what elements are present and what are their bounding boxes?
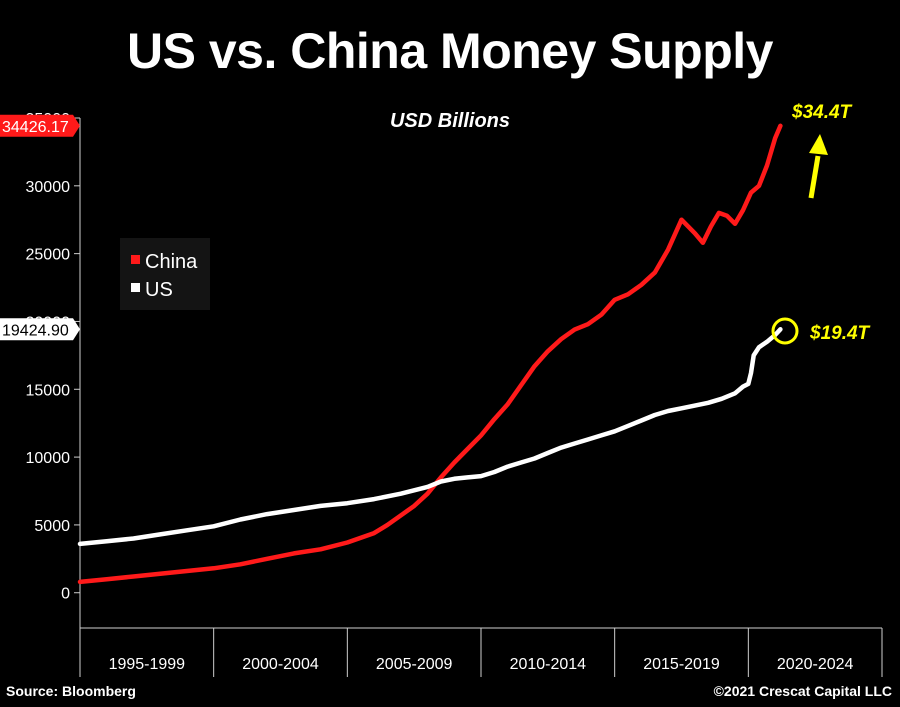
chart-title: US vs. China Money Supply <box>127 23 773 79</box>
series-line-us <box>77 327 783 547</box>
legend-box <box>120 238 210 310</box>
x-tick-label: 2015-2019 <box>643 656 720 673</box>
legend: China US <box>120 238 210 310</box>
last-value-label-china: 34426.17 <box>2 119 69 136</box>
highlight-circle-icon <box>771 317 799 345</box>
y-tick-label: 25000 <box>26 247 71 264</box>
axes: 050001000015000200002500030000350001995-… <box>26 111 883 677</box>
x-tick-label: 2020-2024 <box>777 656 854 673</box>
legend-swatch-china <box>131 255 140 264</box>
up-arrow-icon <box>808 155 821 199</box>
y-tick-label: 30000 <box>26 179 71 196</box>
y-tick-label: 15000 <box>26 382 71 399</box>
last-value-tag-china <box>0 114 80 137</box>
series-line-china <box>77 123 783 585</box>
value-labels: 34426.17 19424.90 <box>0 114 80 341</box>
y-tick-label: 5000 <box>34 518 70 535</box>
x-tick-label: 1995-1999 <box>109 656 186 673</box>
x-tick-label: 2010-2014 <box>510 656 587 673</box>
legend-swatch-us <box>131 283 140 292</box>
legend-label-china: China <box>145 251 198 273</box>
legend-label-us: US <box>145 279 173 301</box>
source-note: Source: Bloomberg <box>6 683 136 699</box>
china-total-annotation: $34.4T <box>791 102 853 123</box>
series-lines <box>77 123 783 585</box>
chart-subtitle: USD Billions <box>389 110 510 132</box>
us-total-annotation: $19.4T <box>809 323 871 344</box>
x-tick-label: 2005-2009 <box>376 656 453 673</box>
x-tick-label: 2000-2004 <box>242 656 319 673</box>
last-value-label-us: 19424.90 <box>2 322 69 339</box>
y-tick-label: 0 <box>61 586 70 603</box>
annotations: $34.4T $19.4T <box>771 102 871 345</box>
copyright-note: ©2021 Crescat Capital LLC <box>713 683 892 699</box>
y-tick-label: 10000 <box>26 450 71 467</box>
arrow-head-icon <box>809 134 828 155</box>
last-value-tag-us <box>0 318 80 341</box>
